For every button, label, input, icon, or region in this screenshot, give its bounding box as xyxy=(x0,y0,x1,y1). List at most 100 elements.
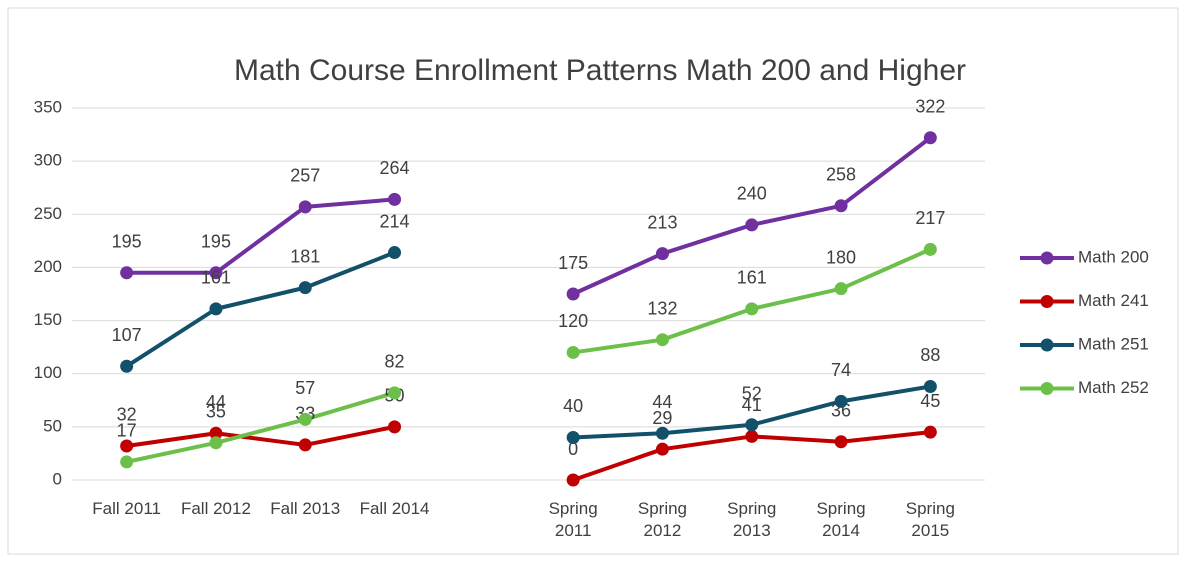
y-tick-label: 100 xyxy=(34,363,62,382)
data-point xyxy=(923,242,937,256)
data-label: 217 xyxy=(915,208,945,228)
chart-border xyxy=(7,7,1179,555)
data-label: 175 xyxy=(558,253,588,273)
data-label: 264 xyxy=(380,158,410,178)
y-tick-label: 200 xyxy=(34,257,62,276)
data-label: 45 xyxy=(920,391,940,411)
x-tick-label: Spring 2015 xyxy=(905,499,955,540)
legend-marker xyxy=(1040,382,1054,395)
data-label: 214 xyxy=(380,211,410,231)
data-label: 161 xyxy=(737,268,767,288)
data-label: 52 xyxy=(742,383,762,403)
data-point xyxy=(834,282,848,296)
data-label: 57 xyxy=(295,378,315,398)
data-point xyxy=(923,131,937,145)
data-label: 132 xyxy=(647,298,677,318)
data-point xyxy=(566,473,580,487)
data-point xyxy=(209,436,223,450)
data-point xyxy=(834,394,848,408)
data-label: 35 xyxy=(206,402,226,422)
data-label: 82 xyxy=(385,352,405,372)
legend-label: Math 200 xyxy=(1078,247,1149,266)
data-point xyxy=(388,192,402,206)
data-point xyxy=(655,442,669,456)
data-point xyxy=(745,429,759,443)
x-tick-label: Spring 2012 xyxy=(637,499,687,540)
data-point xyxy=(120,359,134,373)
data-point xyxy=(298,412,312,426)
legend-label: Math 241 xyxy=(1078,291,1149,310)
legend-marker xyxy=(1040,338,1054,352)
data-point xyxy=(655,247,669,261)
x-tick-label: Spring 2011 xyxy=(548,499,598,540)
y-tick-label: 150 xyxy=(34,310,62,329)
x-tick-label: Fall 2011 xyxy=(92,499,161,518)
data-point xyxy=(209,426,223,440)
data-point xyxy=(745,302,759,316)
data-label: 74 xyxy=(831,360,851,380)
data-label: 240 xyxy=(737,184,767,204)
data-point xyxy=(834,435,848,449)
data-label: 44 xyxy=(652,392,672,412)
data-point xyxy=(566,430,580,444)
data-point xyxy=(655,426,669,440)
y-tick-label: 250 xyxy=(34,204,62,223)
data-point xyxy=(120,455,134,469)
data-label: 213 xyxy=(647,212,677,232)
data-point xyxy=(298,200,312,214)
data-label: 40 xyxy=(563,396,583,416)
data-point xyxy=(388,386,402,400)
data-point xyxy=(209,302,223,316)
legend-marker xyxy=(1040,251,1054,265)
data-label: 258 xyxy=(826,165,856,185)
data-point xyxy=(566,287,580,301)
x-tick-label: Fall 2012 xyxy=(180,499,251,518)
legend-label: Math 252 xyxy=(1078,378,1149,397)
series-line xyxy=(126,247,932,464)
data-label: 195 xyxy=(112,231,142,251)
series-line xyxy=(125,250,931,440)
data-point xyxy=(388,420,402,434)
data-point xyxy=(923,379,937,393)
data-point xyxy=(834,199,848,213)
data-label: 195 xyxy=(201,231,231,251)
y-tick-label: 50 xyxy=(43,416,62,435)
data-point xyxy=(298,281,312,295)
data-label: 257 xyxy=(290,166,320,186)
data-label: 180 xyxy=(826,247,856,267)
data-label: 41 xyxy=(742,395,762,415)
data-point xyxy=(209,266,223,280)
x-tick-label: Spring 2013 xyxy=(727,499,777,540)
data-point xyxy=(120,439,134,453)
data-point xyxy=(566,345,580,359)
data-label: 120 xyxy=(558,311,588,331)
data-point xyxy=(655,333,669,347)
data-label: 29 xyxy=(652,408,672,428)
y-tick-label: 300 xyxy=(34,151,62,170)
data-label: 181 xyxy=(290,246,320,266)
x-tick-label: Fall 2014 xyxy=(359,499,430,518)
data-point xyxy=(298,438,312,452)
x-tick-label: Fall 2013 xyxy=(270,499,341,518)
data-point xyxy=(120,266,134,280)
data-point xyxy=(923,425,937,439)
data-label: 32 xyxy=(117,405,137,425)
data-point xyxy=(745,418,759,432)
data-label: 0 xyxy=(568,439,578,459)
data-label: 107 xyxy=(112,325,142,345)
y-tick-label: 0 xyxy=(53,469,62,488)
data-label: 161 xyxy=(201,268,231,288)
data-label: 88 xyxy=(920,345,940,365)
x-tick-label: Spring 2014 xyxy=(816,499,866,540)
legend-label: Math 251 xyxy=(1078,334,1149,353)
chart-title: Math Course Enrollment Patterns Math 200… xyxy=(234,54,966,87)
data-label: 17 xyxy=(117,421,137,441)
data-label: 322 xyxy=(915,97,945,117)
data-label: 44 xyxy=(206,392,226,412)
data-point xyxy=(745,218,759,232)
data-point xyxy=(388,246,402,260)
y-tick-label: 350 xyxy=(34,97,62,116)
legend-marker xyxy=(1040,295,1054,308)
